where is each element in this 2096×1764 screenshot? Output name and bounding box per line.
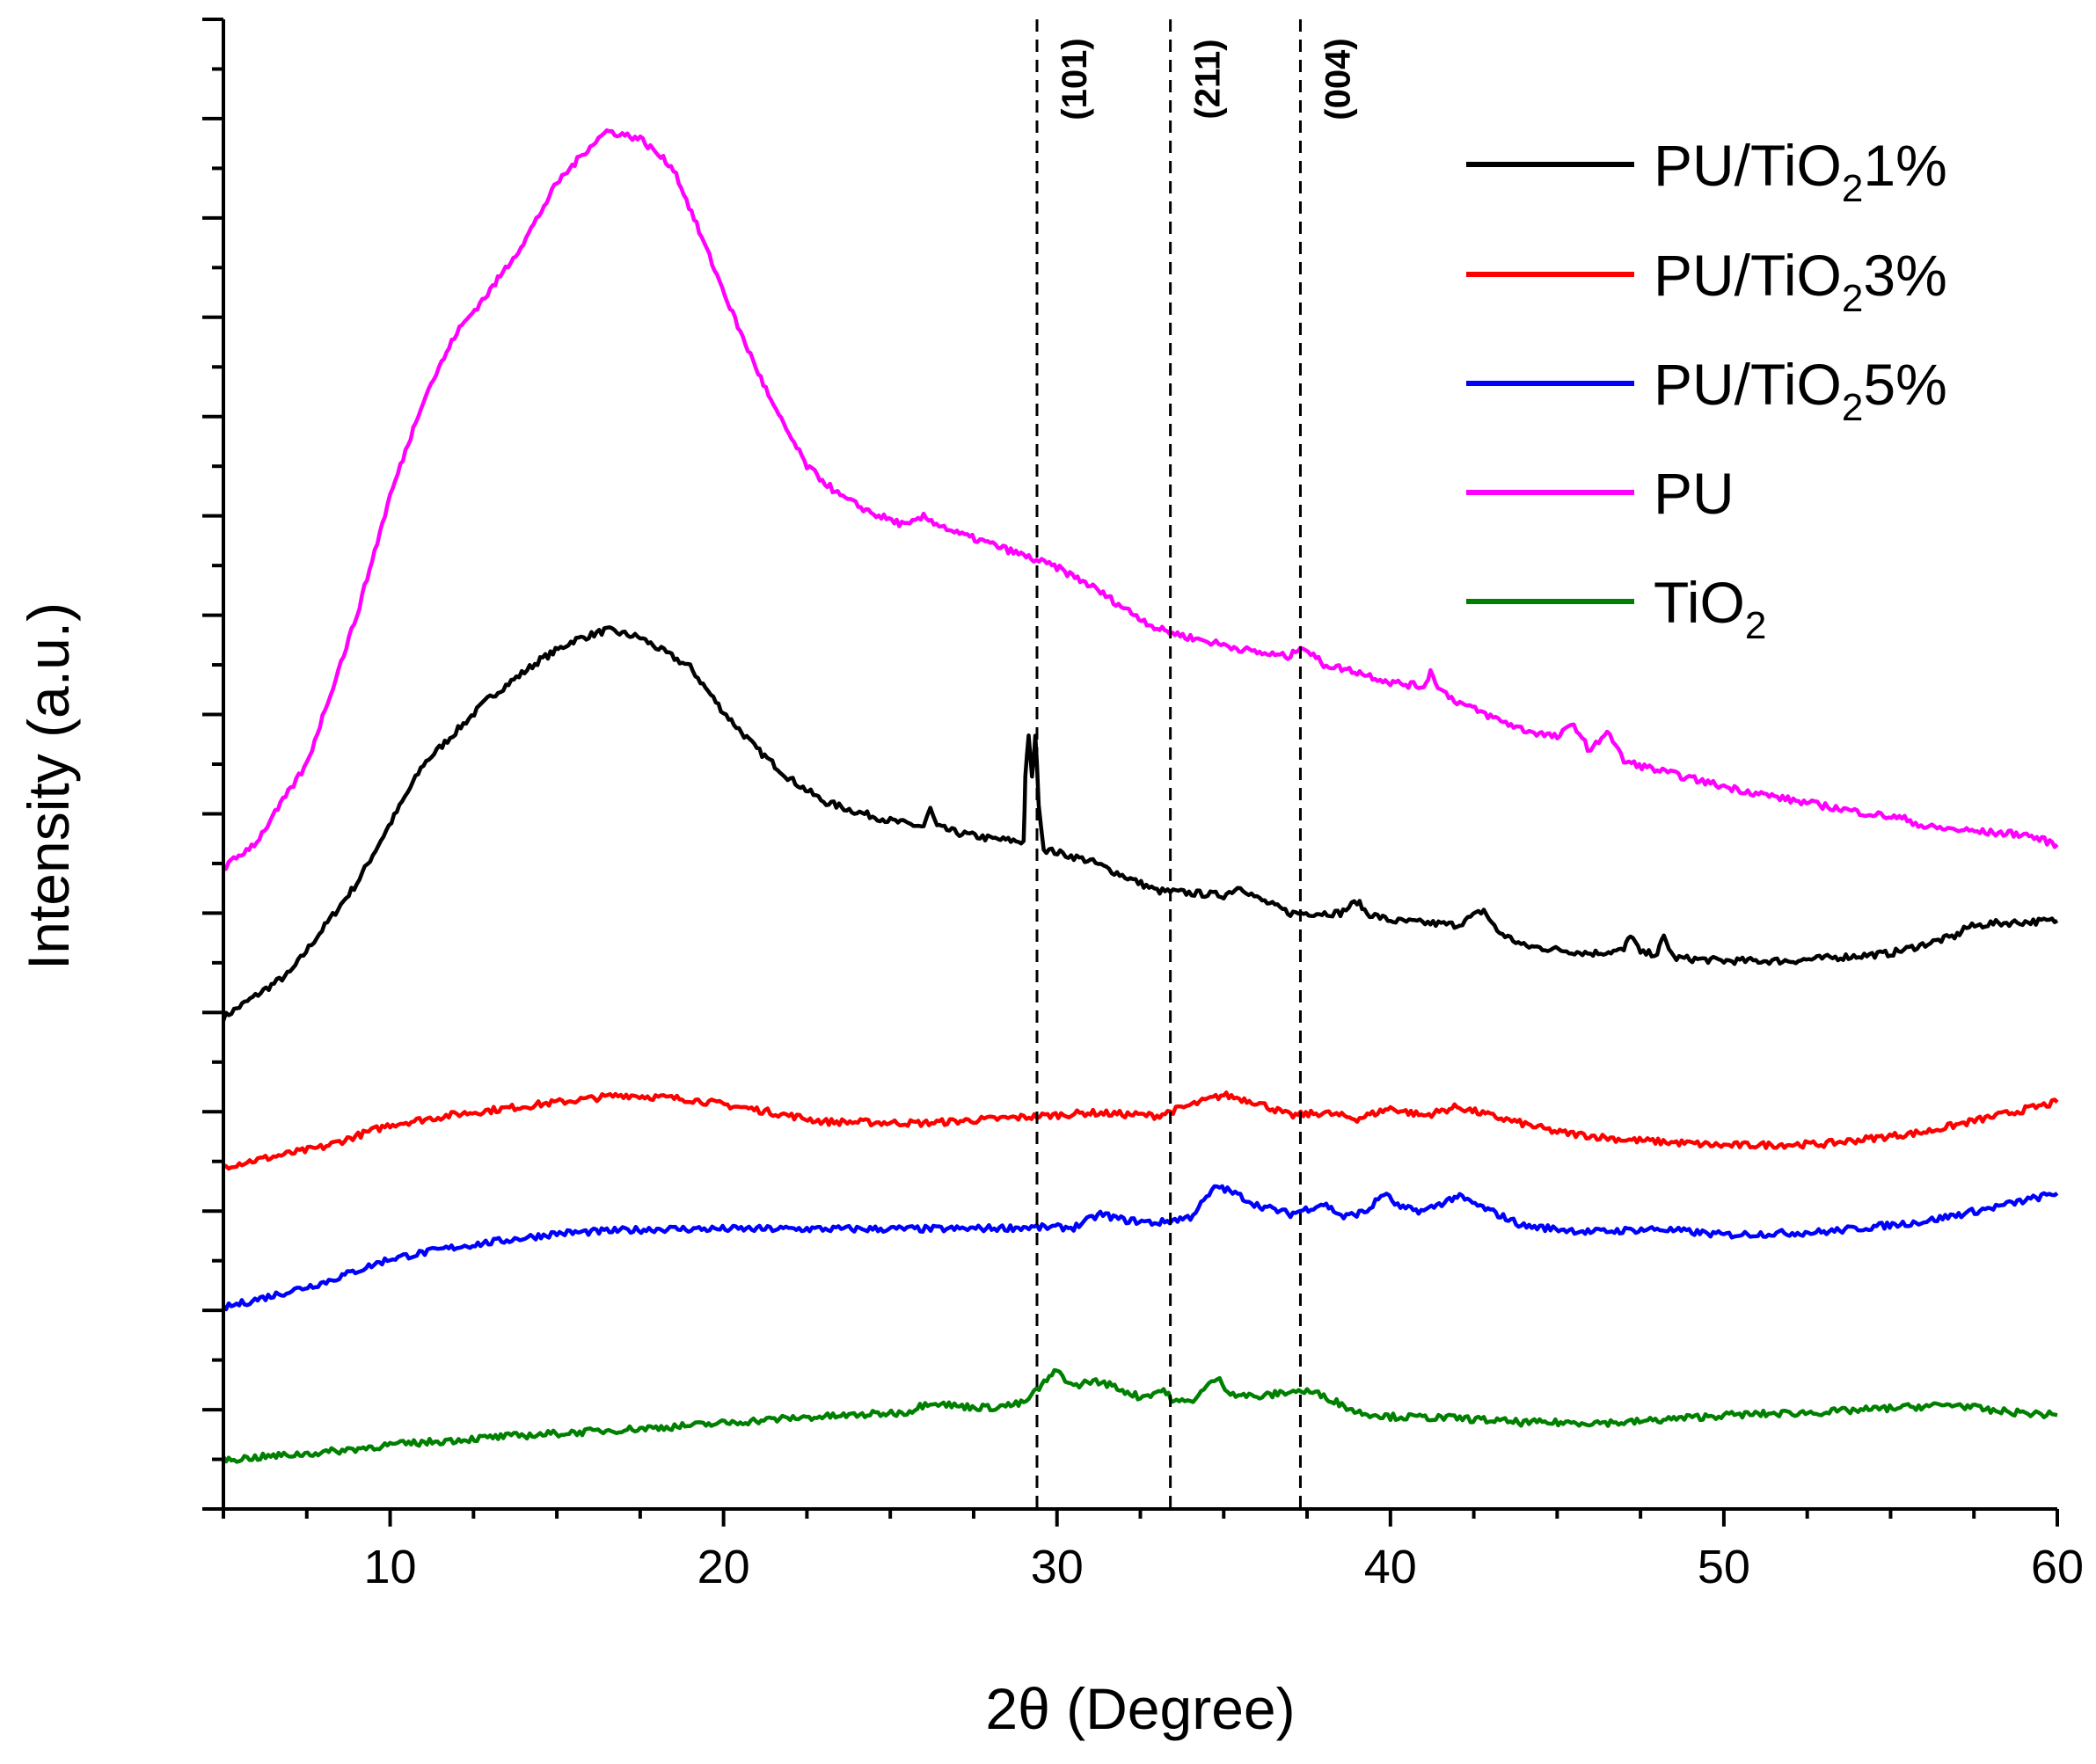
plane-label-0: (101) [1055, 38, 1094, 120]
series-line-1 [223, 1090, 2059, 1171]
x-tick-label: 30 [1031, 1541, 1084, 1593]
legend-label-1: PU/TiO23% [1654, 243, 1947, 320]
legend-label-0: PU/TiO21% [1654, 133, 1947, 210]
x-tick-label: 50 [1698, 1541, 1750, 1593]
x-ticks-group: 10 20 30 40 50 60 [222, 1509, 2084, 1593]
x-tick-label: 40 [1364, 1541, 1417, 1593]
x-tick-label: 60 [2031, 1541, 2084, 1593]
plane-label-2: (004) [1318, 38, 1357, 120]
legend-label-2: PU/TiO25% [1654, 352, 1947, 429]
legend-label-3: PU [1654, 461, 1734, 526]
series-line-2 [222, 1184, 2059, 1312]
series-line-3 [223, 128, 2059, 871]
x-tick-label: 10 [364, 1541, 417, 1593]
reference-lines-group: (101) (211) (004) [1035, 19, 1357, 1509]
x-tick-label: 20 [697, 1541, 750, 1593]
series-line-4 [222, 1367, 2058, 1464]
legend: PU/TiO21% PU/TiO23% PU/TiO25% PU TiO2 [1466, 133, 1947, 647]
plot-series-group [221, 128, 2059, 1464]
y-axis-title: Intensity (a.u.) [16, 602, 81, 970]
y-ticks-group [202, 18, 223, 1511]
series-line-0 [221, 625, 2059, 1022]
legend-label-4: TiO2 [1654, 570, 1766, 647]
x-axis-title: 2θ (Degree) [985, 1676, 1295, 1741]
plane-label-1: (211) [1189, 39, 1228, 119]
